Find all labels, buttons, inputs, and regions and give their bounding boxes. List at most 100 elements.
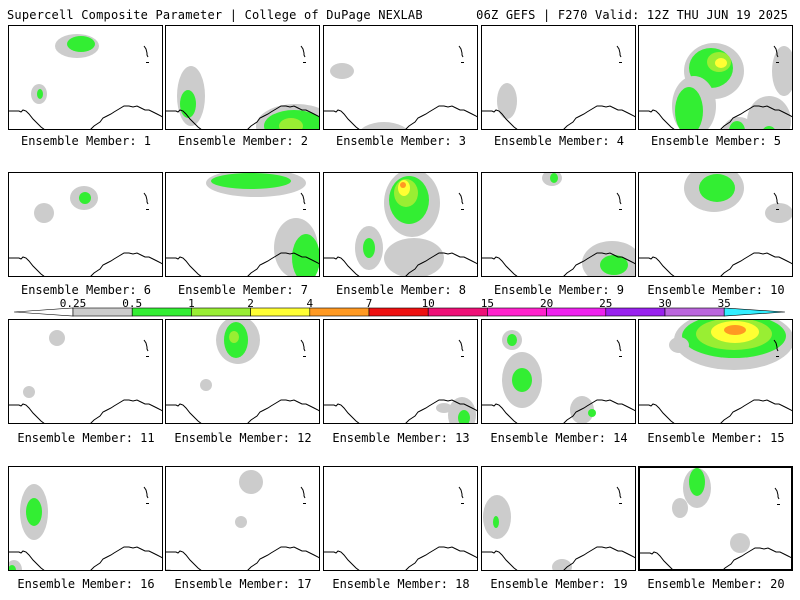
- coastline: [639, 399, 792, 423]
- island-outline: [458, 45, 464, 58]
- island-dot: [303, 503, 306, 504]
- scp-contour-yellow: [715, 58, 727, 68]
- island-dot: [303, 356, 306, 357]
- colorbar-high-arrow: [723, 307, 786, 317]
- scp-contour-grey: [34, 203, 54, 223]
- colorbar-tick-label: 25: [599, 297, 613, 310]
- member-map: [166, 470, 319, 570]
- scp-contour-green: [363, 238, 375, 258]
- ensemble-map-panel: [165, 25, 320, 130]
- island-outline: [616, 486, 622, 499]
- member-label: Ensemble Member: 20: [647, 577, 785, 591]
- member-map: [639, 173, 792, 276]
- scp-contour-grey: [330, 63, 354, 79]
- member-label: Ensemble Member: 4: [493, 134, 625, 148]
- member-map: [639, 320, 792, 423]
- island-outline: [300, 339, 306, 352]
- island-outline: [458, 339, 464, 352]
- member-map: [324, 173, 477, 276]
- island-dot: [776, 209, 779, 210]
- ensemble-map-panel: [8, 172, 163, 277]
- colorbar-segment: [309, 307, 370, 317]
- colorbar-segment: [427, 307, 488, 317]
- scp-contour-lightgreen: [279, 118, 303, 129]
- island-dot: [461, 209, 464, 210]
- member-map: [9, 186, 162, 276]
- member-map: [639, 43, 792, 129]
- scp-contour-green: [180, 90, 196, 118]
- scp-contour-grey: [669, 337, 689, 353]
- scp-contour-orange: [724, 325, 746, 335]
- scp-contour-green: [67, 36, 95, 52]
- island-dot: [461, 62, 464, 63]
- island-dot: [776, 62, 779, 63]
- island-dot: [776, 356, 779, 357]
- colorbar-segment: [487, 307, 547, 317]
- scp-contour-green: [292, 234, 319, 276]
- scp-contour-green: [507, 334, 517, 346]
- scp-contour-grey: [672, 498, 688, 518]
- island-outline: [616, 45, 622, 58]
- coastline: [639, 252, 792, 276]
- island-dot: [146, 503, 149, 504]
- scp-contour-green: [512, 368, 532, 392]
- ensemble-map-panel: [323, 25, 478, 130]
- ensemble-map-panel: [165, 466, 320, 571]
- member-label: Ensemble Member: 6: [20, 283, 152, 297]
- island-outline: [773, 192, 779, 205]
- scp-contour-green: [79, 192, 91, 204]
- island-outline: [458, 192, 464, 205]
- colorbar-tick-label: 1: [188, 297, 195, 310]
- member-label: Ensemble Member: 7: [177, 283, 309, 297]
- scp-contour-grey: [384, 238, 444, 276]
- coastline: [640, 547, 791, 569]
- scp-contour-green: [37, 89, 43, 99]
- member-map: [9, 330, 162, 423]
- island-dot: [619, 503, 622, 504]
- chart-title: Supercell Composite Parameter | College …: [7, 8, 423, 22]
- member-label: Ensemble Member: 16: [17, 577, 155, 591]
- member-label: Ensemble Member: 9: [493, 283, 625, 297]
- coastline: [324, 399, 477, 423]
- ensemble-map-panel: [481, 25, 636, 130]
- member-label: Ensemble Member: 14: [490, 431, 628, 445]
- member-label: Ensemble Member: 17: [174, 577, 312, 591]
- member-label: Ensemble Member: 18: [332, 577, 470, 591]
- colorbar-segment: [191, 307, 251, 317]
- scp-contour-green: [675, 87, 703, 129]
- colorbar-tick-label: 0.5: [122, 297, 143, 310]
- scp-contour-lightgreen: [229, 331, 239, 343]
- member-map: [166, 45, 319, 129]
- colorbar-tick-label: 30: [658, 297, 672, 310]
- scp-contour-green: [211, 173, 291, 189]
- scp-contour-green: [26, 498, 42, 526]
- island-dot: [303, 62, 306, 63]
- ensemble-map-panel: [638, 466, 793, 571]
- coastline: [9, 105, 162, 129]
- member-map: [640, 468, 791, 569]
- coastline: [482, 252, 635, 276]
- coastline: [482, 546, 635, 570]
- scp-contour-grey: [436, 403, 452, 413]
- scp-contour-green: [699, 174, 735, 202]
- scp-contour-grey: [765, 203, 792, 223]
- coastline: [482, 105, 635, 129]
- member-label: Ensemble Member: 8: [335, 283, 467, 297]
- scp-contour-green: [729, 121, 745, 129]
- scp-contour-green: [550, 173, 558, 183]
- colorbar-segment: [664, 307, 725, 317]
- island-dot: [619, 62, 622, 63]
- scp-contour-green: [493, 516, 499, 528]
- ensemble-map-panel: [8, 319, 163, 424]
- colorbar-tick-label: 10: [421, 297, 435, 310]
- scp-contour-grey: [235, 516, 247, 528]
- scp-contour-grey: [747, 96, 791, 129]
- coastline: [324, 252, 477, 276]
- member-label: Ensemble Member: 2: [177, 134, 309, 148]
- scp-contour-grey: [239, 470, 263, 494]
- ensemble-map-panel: [165, 319, 320, 424]
- ensemble-map-panel: [481, 319, 636, 424]
- island-dot: [146, 209, 149, 210]
- scp-contour-orange: [400, 182, 406, 188]
- coastline: [9, 546, 162, 570]
